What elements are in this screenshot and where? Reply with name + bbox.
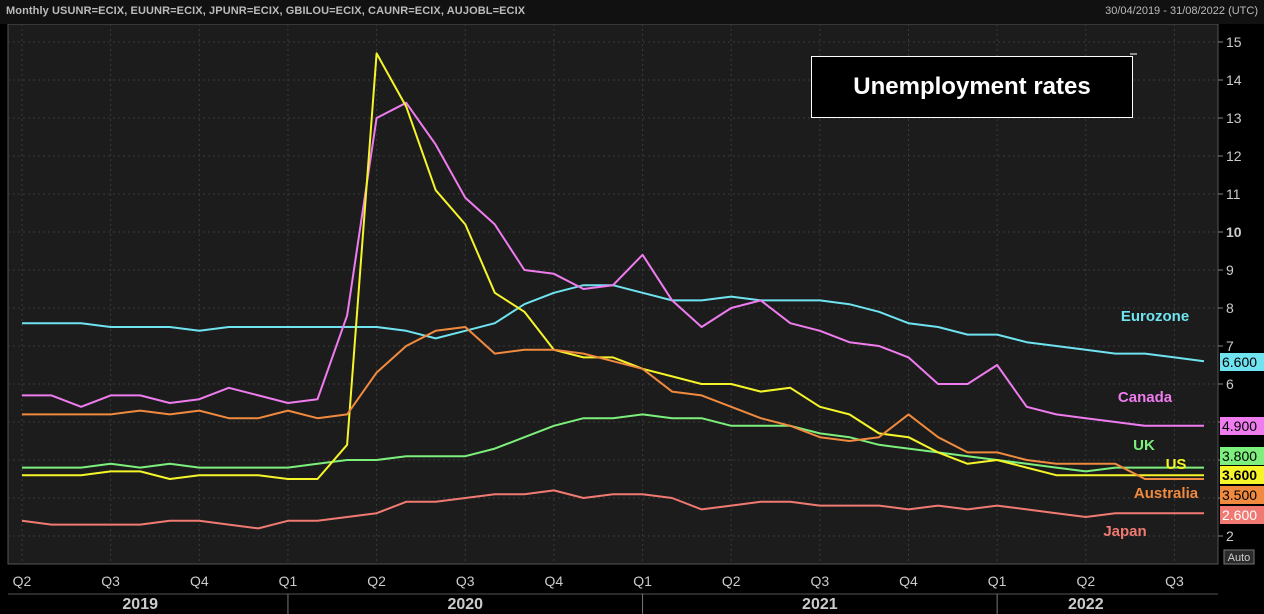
y-tick-label: 14	[1226, 72, 1242, 88]
auto-label: Auto	[1228, 552, 1251, 564]
year-label: 2019	[122, 596, 158, 613]
japan-value-badge	[1220, 506, 1264, 524]
chart-source-label: Monthly USUNR=ECIX, EUUNR=ECIX, JPUNR=EC…	[6, 5, 526, 17]
us-value-badge	[1220, 466, 1264, 484]
canada-series-label: Canada	[1118, 389, 1173, 406]
year-label: 2021	[802, 596, 838, 613]
y-tick-label: 12	[1226, 148, 1242, 164]
x-tick-label: Q3	[811, 573, 830, 589]
x-tick-label: Q3	[1165, 573, 1184, 589]
y-tick-label: 7	[1226, 338, 1234, 354]
x-tick-label: Q2	[722, 573, 741, 589]
australia-value-badge	[1220, 486, 1264, 504]
date-range-label: 30/04/2019 - 31/08/2022 (UTC)	[1105, 5, 1258, 17]
x-tick-label: Q1	[633, 573, 652, 589]
y-tick-label: 15	[1226, 34, 1242, 50]
japan-series-label: Japan	[1103, 523, 1146, 540]
uk-value-label: 3.800	[1222, 448, 1257, 464]
y-tick-label: 8	[1226, 300, 1234, 316]
y-tick-label: 13	[1226, 110, 1242, 126]
x-tick-label: Q1	[279, 573, 298, 589]
uk-series-label: UK	[1133, 437, 1155, 454]
y-tick-label: 11	[1226, 186, 1241, 202]
x-tick-label: Q3	[456, 573, 475, 589]
year-label: 2020	[447, 596, 483, 613]
x-tick-label: Q4	[899, 573, 918, 589]
eurozone-value-label: 6.600	[1222, 354, 1257, 370]
eurozone-value-badge	[1220, 353, 1264, 371]
auto-button	[1223, 549, 1255, 565]
japan-value-label: 2.600	[1222, 507, 1257, 523]
chart-title: Unemployment rates	[811, 56, 1133, 118]
us-line	[22, 52, 1204, 480]
x-tick-label: Q4	[545, 573, 564, 589]
x-tick-label: Q2	[13, 573, 32, 589]
y-tick-label: 6	[1226, 376, 1234, 392]
canada-line	[22, 101, 1204, 427]
x-tick-label: Q1	[988, 573, 1007, 589]
y-tick-label: 10	[1226, 224, 1242, 240]
canada-value-label: 4.900	[1222, 418, 1257, 434]
year-label: 2022	[1068, 596, 1104, 613]
y-tick-label: 2	[1226, 528, 1234, 544]
x-tick-label: Q3	[101, 573, 120, 589]
australia-series-label: Australia	[1134, 485, 1199, 502]
australia-value-label: 3.500	[1222, 487, 1257, 503]
japan-line	[21, 489, 1204, 530]
uk-value-badge	[1220, 447, 1264, 465]
y-tick-label: 9	[1226, 262, 1234, 278]
top-bar: Monthly USUNR=ECIX, EUUNR=ECIX, JPUNR=EC…	[0, 0, 1264, 24]
uk-line	[22, 413, 1204, 473]
us-value-label: 3.600	[1222, 467, 1257, 483]
canada-value-badge	[1220, 417, 1264, 435]
us-series-label: US	[1166, 456, 1187, 473]
australia-line	[22, 326, 1204, 480]
x-tick-label: Q2	[1076, 573, 1095, 589]
eurozone-series-label: Eurozone	[1121, 308, 1189, 325]
x-tick-label: Q4	[190, 573, 209, 589]
x-tick-label: Q2	[367, 573, 386, 589]
